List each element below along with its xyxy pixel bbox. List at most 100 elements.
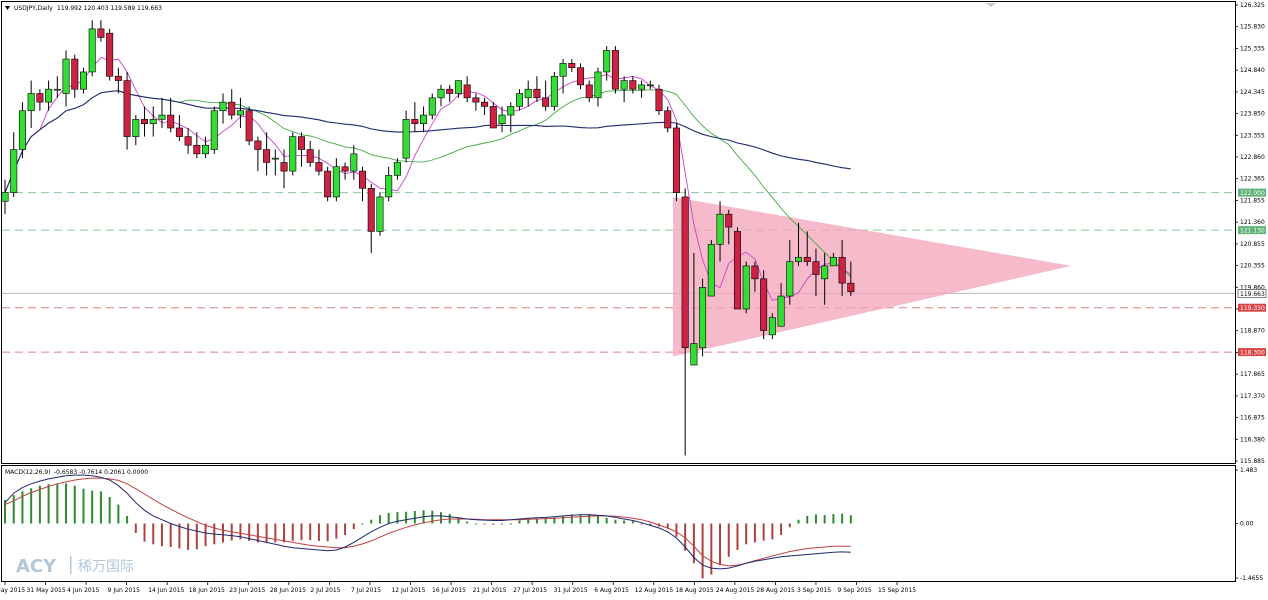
bull-candle (149, 119, 157, 124)
x-tick-label: 4 Jun 2015 (67, 587, 99, 594)
bull-candle (79, 71, 87, 90)
x-tick-label: 3 Sep 2015 (797, 587, 831, 594)
price-tag-box (1238, 348, 1266, 357)
y-tick-label: 125.830 (1240, 24, 1265, 31)
macd-y-tick-label: 1.483 (1240, 467, 1257, 474)
bull-candle (515, 93, 523, 107)
bear-candle (341, 166, 349, 172)
bear-candle (324, 170, 332, 198)
y-tick-label: 117.865 (1240, 371, 1265, 378)
x-tick-label: 12 Jul 2015 (391, 587, 425, 594)
y-tick-label: 123.355 (1240, 132, 1265, 139)
bear-candle (812, 261, 820, 275)
price-tag-label: 119.663 (1240, 291, 1265, 298)
bear-candle (306, 149, 314, 163)
bear-candle (167, 114, 175, 129)
bull-candle (454, 80, 462, 94)
bear-candle (733, 231, 741, 310)
bull-candle (603, 50, 611, 73)
bull-candle (829, 256, 837, 267)
x-tick-label: 26 May 2015 (0, 587, 25, 594)
bear-candle (463, 84, 471, 99)
macd-y-tick-label: 0.00 (1240, 521, 1254, 528)
bull-candle (786, 261, 794, 297)
bear-candle (611, 50, 619, 90)
y-tick-label: 122.365 (1240, 176, 1265, 183)
y-tick-label: 116.380 (1240, 436, 1265, 443)
bull-candle (332, 166, 340, 198)
bear-candle (489, 106, 497, 129)
x-tick-label: 12 Aug 2015 (635, 587, 674, 594)
y-tick-label: 115.885 (1240, 458, 1265, 465)
price-tag-box (1238, 303, 1266, 312)
bear-candle (629, 80, 637, 90)
bear-candle (803, 256, 811, 262)
macd-main-line (4, 474, 851, 570)
bull-candle (690, 343, 698, 366)
macd-y-tick-label: -1.4655 (1240, 575, 1263, 582)
bear-candle (367, 188, 375, 232)
bear-candle (672, 127, 680, 193)
bear-candle (655, 88, 663, 112)
bull-candle (437, 88, 445, 99)
logo-chinese: 稀万国际 (78, 559, 134, 575)
bear-candle (297, 136, 305, 150)
y-tick-label: 121.360 (1240, 219, 1265, 226)
scroll-indicator-icon[interactable] (986, 3, 996, 7)
y-tick-label: 119.860 (1240, 284, 1265, 291)
bull-candle (385, 175, 393, 198)
bear-candle (263, 149, 271, 163)
bear-candle (568, 63, 576, 68)
x-tick-label: 24 Aug 2015 (716, 587, 755, 594)
chart-title-arrow-icon (5, 6, 10, 10)
bull-candle (18, 110, 26, 150)
bull-candle (1, 192, 9, 202)
y-tick-label: 117.370 (1240, 393, 1265, 400)
bull-candle (777, 295, 785, 327)
bull-candle (376, 196, 384, 232)
logo-brand: ACY (16, 556, 57, 577)
bull-candle (428, 97, 436, 116)
x-tick-label: 9 Sep 2015 (838, 587, 872, 594)
bear-candle (106, 32, 114, 77)
bull-candle (88, 28, 96, 73)
bear-candle (359, 170, 367, 189)
bear-candle (184, 136, 192, 146)
x-tick-label: 28 Jun 2015 (270, 587, 306, 594)
bull-candle (53, 88, 61, 91)
x-tick-label: 9 Jun 2015 (108, 587, 140, 594)
bull-candle (420, 114, 428, 124)
price-tag-label: 119.330 (1240, 305, 1265, 312)
logo-divider (70, 556, 72, 574)
bull-candle (10, 149, 18, 193)
bull-candle (202, 144, 210, 155)
y-tick-label: 121.855 (1240, 197, 1265, 204)
bull-candle (550, 75, 558, 107)
bear-candle (36, 93, 44, 103)
x-tick-label: 27 Jul 2015 (513, 587, 547, 594)
price-tag-box (1237, 289, 1267, 298)
price-tag-label: 118.300 (1240, 350, 1265, 357)
x-tick-label: 18 Aug 2015 (675, 587, 714, 594)
bull-candle (27, 93, 35, 112)
bear-candle (533, 88, 541, 99)
bull-candle (507, 106, 515, 116)
bull-candle (707, 244, 715, 297)
bull-candle (646, 84, 654, 87)
y-tick-label: 118.870 (1240, 328, 1265, 335)
bull-candle (219, 101, 227, 112)
bull-candle (768, 317, 776, 336)
bull-candle (699, 287, 707, 349)
x-tick-label: 28 Aug 2015 (756, 587, 795, 594)
bear-candle (725, 213, 733, 228)
price-tag-box (1238, 188, 1266, 197)
bull-candle (524, 88, 532, 99)
bull-candle (236, 110, 244, 116)
x-tick-label: 18 Jun 2015 (189, 587, 225, 594)
acy-logo: ACY 稀万国际 (16, 556, 134, 577)
bear-candle (838, 256, 846, 284)
bear-candle (751, 265, 759, 280)
y-tick-label: 122.860 (1240, 154, 1265, 161)
macd-title: MACD(12,26,9) (5, 469, 51, 476)
